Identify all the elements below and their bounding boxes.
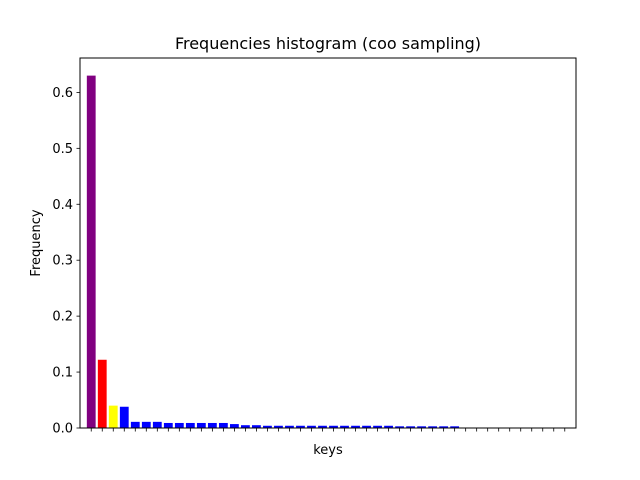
bar: [428, 426, 438, 428]
bar: [163, 422, 173, 428]
bar: [152, 421, 162, 428]
bar: [97, 359, 107, 428]
bar: [241, 425, 250, 428]
bar: [141, 421, 151, 428]
y-tick-label: 0.1: [52, 366, 73, 381]
bar: [86, 75, 96, 429]
bar: [417, 426, 427, 428]
bar: [174, 422, 184, 428]
bar: [439, 426, 449, 428]
bar: [450, 426, 460, 428]
y-tick-label: 0.3: [52, 254, 73, 269]
bar: [296, 425, 305, 428]
bars-group: [86, 75, 460, 429]
bar: [373, 425, 382, 428]
bar: [395, 426, 404, 428]
bar: [307, 425, 316, 428]
bar: [329, 425, 338, 428]
bar: [384, 425, 393, 428]
bar: [119, 406, 129, 428]
bar: [340, 425, 349, 428]
bar: [207, 422, 217, 428]
bar: [318, 425, 327, 428]
bar: [285, 425, 294, 428]
bar: [406, 426, 415, 428]
y-tick-label: 0.4: [52, 198, 73, 213]
y-tick-label: 0.0: [52, 422, 73, 437]
y-tick-label: 0.5: [52, 142, 73, 157]
y-axis-label: Frequency: [29, 209, 44, 276]
bar: [252, 425, 261, 428]
bar: [274, 425, 283, 428]
bar: [130, 421, 140, 428]
bar: [263, 425, 272, 428]
plot-frame: [79, 57, 577, 429]
bar: [362, 425, 371, 428]
x-axis-label: keys: [313, 443, 343, 458]
bar: [196, 422, 206, 428]
x-ticks-group: [90, 428, 566, 432]
bar: [108, 405, 118, 428]
chart-title: Frequencies histogram (coo sampling): [175, 34, 481, 53]
bar: [218, 422, 228, 428]
y-tick-label: 0.6: [52, 86, 73, 101]
bar: [229, 424, 239, 428]
y-tick-label: 0.2: [52, 310, 73, 325]
y-ticks-group: 0.0 0.1 0.2 0.3 0.4 0.5 0.6: [52, 86, 80, 437]
bar: [185, 422, 195, 428]
bar: [351, 425, 360, 428]
